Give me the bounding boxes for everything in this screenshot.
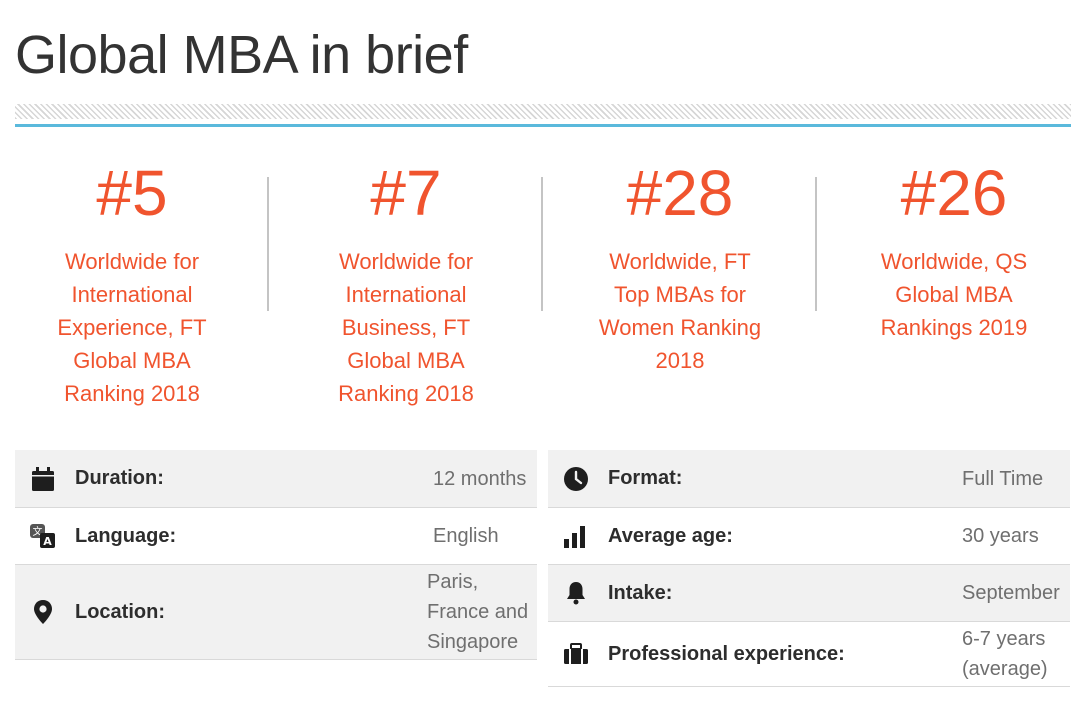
rankings-section: #5 Worldwide for International Experienc… <box>0 155 1080 435</box>
fact-row-format: Format: Full Time <box>548 450 1070 508</box>
fact-label: Intake: <box>608 581 673 604</box>
ranking-item: #5 Worldwide for International Experienc… <box>12 155 252 410</box>
fact-row-intake: Intake: September <box>548 565 1070 622</box>
fact-label: Average age: <box>608 524 733 547</box>
fact-label: Location: <box>75 600 165 623</box>
ranking-number: #28 <box>626 157 734 229</box>
bell-icon <box>562 579 590 607</box>
bar-chart-icon <box>562 522 590 550</box>
ranking-description: Worldwide, FT Top MBAs for Women Ranking… <box>598 249 762 373</box>
fact-label: Professional experience: <box>608 642 845 665</box>
ranking-item: #7 Worldwide for International Business,… <box>286 155 526 410</box>
ranking-item: #28 Worldwide, FT Top MBAs for Women Ran… <box>560 155 800 377</box>
svg-text:文: 文 <box>33 525 43 538</box>
svg-text:A: A <box>43 535 52 548</box>
ranking-item: #26 Worldwide, QS Global MBA Rankings 20… <box>834 155 1074 344</box>
fact-label: Language: <box>75 524 177 547</box>
vertical-divider <box>267 177 269 311</box>
ranking-description: Worldwide, QS Global MBA Rankings 2019 <box>880 249 1028 340</box>
hatched-divider <box>15 104 1071 119</box>
fact-label: Duration: <box>75 467 164 489</box>
ranking-number: #7 <box>370 157 442 229</box>
fact-value: English <box>433 525 499 547</box>
fact-row-location: Location: Paris, France and Singapore <box>15 565 537 660</box>
ranking-description: Worldwide for International Experience, … <box>57 249 207 406</box>
fact-row-duration: Duration: 12 months <box>15 450 537 508</box>
blue-divider-line <box>15 124 1071 127</box>
page-title: Global MBA in brief <box>15 25 468 85</box>
ranking-number: #5 <box>96 157 168 229</box>
fact-value: 30 years <box>962 525 1039 547</box>
fact-row-professional-experience: Professional experience: 6-7 years (aver… <box>548 622 1070 687</box>
fact-value: September <box>962 582 1060 604</box>
ranking-number: #26 <box>900 157 1008 229</box>
clock-icon <box>562 465 590 493</box>
vertical-divider <box>815 177 817 311</box>
facts-table-right: Format: Full Time Average age: 30 years … <box>548 450 1070 687</box>
fact-value: 6-7 years (average) <box>962 628 1048 680</box>
fact-label: Format: <box>608 467 683 489</box>
fact-value: Full Time <box>962 467 1044 490</box>
fact-value: Paris, France and Singapore <box>427 571 529 653</box>
fact-row-average-age: Average age: 30 years <box>548 508 1070 565</box>
calendar-icon <box>29 465 57 493</box>
location-pin-icon <box>29 598 57 626</box>
vertical-divider <box>541 177 543 311</box>
briefcase-icon <box>562 640 590 668</box>
fact-value: 12 months <box>433 467 527 490</box>
ranking-description: Worldwide for International Business, FT… <box>338 249 474 406</box>
